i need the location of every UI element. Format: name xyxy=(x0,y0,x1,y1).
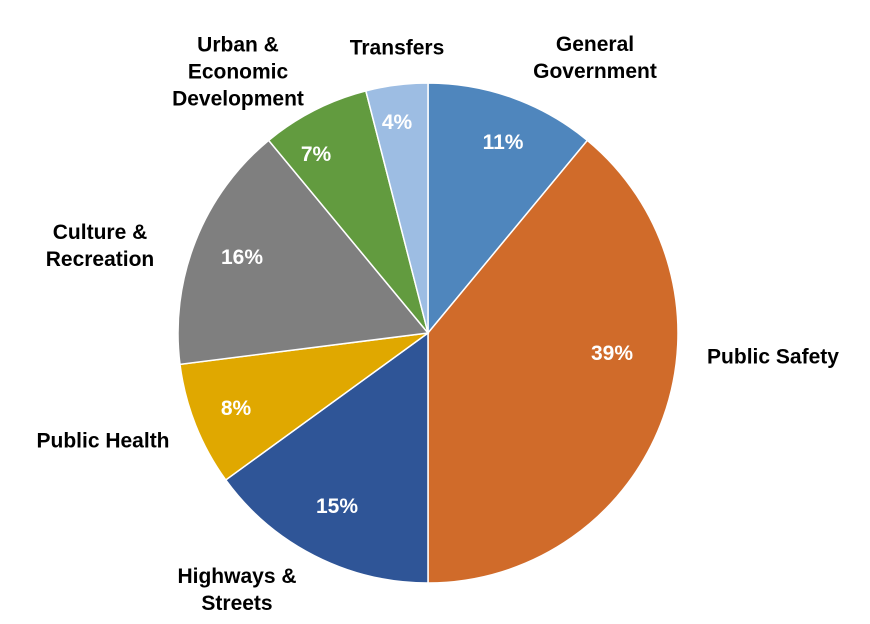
slice-value-label: 11% xyxy=(482,131,524,154)
pie-slice xyxy=(427,139,679,584)
category-label: Urban & Economic Development xyxy=(172,33,304,111)
pie-slice xyxy=(427,82,589,336)
slice-value-label: 15% xyxy=(315,495,359,518)
slice-value-label: 7% xyxy=(300,143,332,166)
category-label: General Government xyxy=(533,33,657,83)
slice-value-label: 16% xyxy=(220,246,264,269)
category-label: Public Safety xyxy=(707,345,839,369)
slice-value-label: 4% xyxy=(381,111,413,134)
pie-slice xyxy=(179,332,429,481)
slice-value-label: 8% xyxy=(220,397,252,420)
category-label: Transfers xyxy=(349,36,445,60)
pie-slice xyxy=(177,139,430,366)
pie-slice xyxy=(267,89,429,334)
category-label: Highways & Streets xyxy=(177,565,297,615)
category-label: Public Health xyxy=(36,429,170,453)
category-label: Culture & Recreation xyxy=(45,221,155,271)
pie-slice xyxy=(364,82,429,334)
slice-value-label: 39% xyxy=(590,342,634,365)
pie-slice xyxy=(224,331,429,584)
